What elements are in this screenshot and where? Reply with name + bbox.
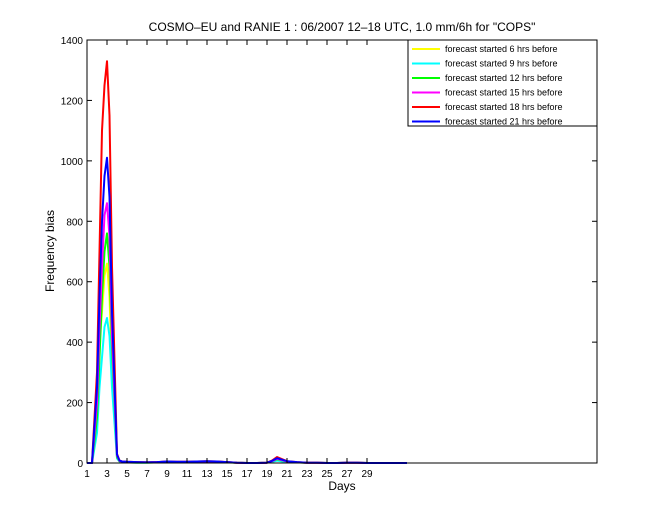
x-tick-label: 9 bbox=[164, 469, 170, 480]
x-tick-label: 15 bbox=[221, 469, 233, 480]
y-tick-label: 1000 bbox=[61, 157, 84, 168]
x-tick-label: 29 bbox=[361, 469, 373, 480]
x-tick-label: 7 bbox=[144, 469, 150, 480]
legend-box bbox=[407, 39, 598, 127]
x-tick-label: 13 bbox=[201, 469, 213, 480]
x-tick-label: 5 bbox=[124, 469, 130, 480]
chart-title: COSMO–EU and RANIE 1 : 06/2007 12–18 UTC… bbox=[149, 20, 536, 34]
legend-label-2: forecast started 9 hrs before bbox=[445, 59, 558, 69]
x-tick-label: 1 bbox=[84, 469, 90, 480]
x-tick-label: 11 bbox=[182, 469, 193, 480]
y-tick-label: 800 bbox=[66, 217, 83, 228]
x-tick-label: 21 bbox=[281, 469, 293, 480]
y-tick-label: 0 bbox=[77, 459, 83, 470]
y-tick-label: 1200 bbox=[61, 96, 84, 107]
x-tick-label: 23 bbox=[301, 469, 313, 480]
x-axis-label: Days bbox=[328, 479, 355, 493]
x-tick-label: 3 bbox=[104, 469, 110, 480]
legend-label-6: forecast started 21 hrs before bbox=[445, 117, 563, 127]
legend-label-4: forecast started 15 hrs before bbox=[445, 88, 563, 98]
y-tick-label: 600 bbox=[66, 278, 83, 289]
y-axis-label: Frequency bias bbox=[43, 210, 57, 292]
legend-label-5: forecast started 18 hrs before bbox=[445, 102, 563, 112]
legend-label-3: forecast started 12 hrs before bbox=[445, 73, 563, 83]
legend-label-1: forecast started 6 hrs before bbox=[445, 44, 558, 54]
axes-box bbox=[86, 39, 598, 464]
legend: forecast started 6 hrs before forecast st… bbox=[407, 39, 598, 127]
y-tick-label: 1400 bbox=[61, 36, 84, 47]
ticks-layer: 1 3 5 7 9 11 13 15 17 19 21 23 25 27 29020040060080010… bbox=[61, 36, 597, 480]
x-tick-label: 25 bbox=[321, 469, 333, 480]
y-tick-label: 200 bbox=[66, 399, 83, 410]
x-tick-label: 17 bbox=[241, 469, 253, 480]
y-tick-label: 400 bbox=[66, 338, 83, 349]
x-tick-label: 27 bbox=[341, 469, 353, 480]
x-tick-label: 19 bbox=[261, 469, 273, 480]
